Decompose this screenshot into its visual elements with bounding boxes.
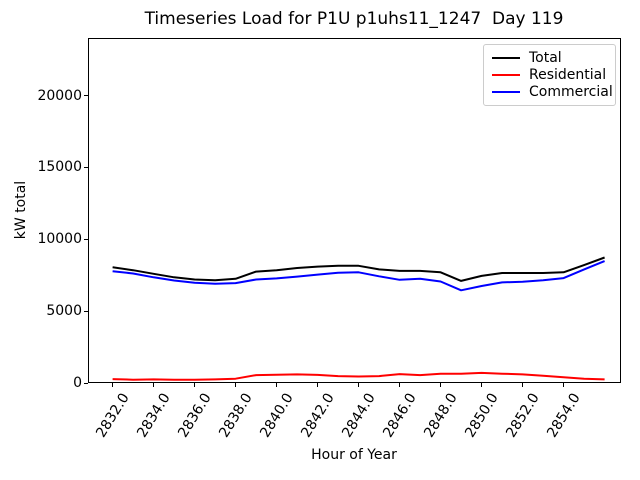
y-tick-label: 10000 [37, 231, 82, 248]
y-tick-mark [84, 166, 88, 168]
legend-line-sample [492, 73, 520, 76]
y-tick-label: 0 [73, 375, 82, 391]
x-tick-label: 2842.0 [297, 390, 338, 441]
y-tick-mark [84, 238, 88, 240]
legend-label: Total [529, 49, 562, 66]
x-tick-mark [563, 383, 565, 387]
legend-label: Residential [529, 66, 607, 83]
x-tick-label: 2838.0 [215, 390, 256, 441]
x-tick-label: 2840.0 [256, 390, 297, 441]
legend-line-sample [492, 91, 520, 94]
x-tick-mark [112, 383, 114, 387]
legend-label: Commercial [529, 84, 613, 101]
x-tick-mark [481, 383, 483, 387]
y-tick-label: 20000 [37, 87, 82, 104]
x-tick-label: 2848.0 [420, 390, 461, 441]
x-tick-label: 2832.0 [92, 390, 133, 441]
y-tick-label: 5000 [46, 303, 82, 320]
y-tick-mark [84, 310, 88, 312]
y-tick-mark [84, 95, 88, 96]
x-tick-label: 2852.0 [502, 390, 543, 441]
x-tick-mark [399, 383, 401, 387]
x-tick-mark [194, 383, 196, 387]
legend-item-total: Total [492, 49, 607, 66]
x-tick-label: 2846.0 [379, 390, 420, 441]
y-tick-label: 15000 [37, 159, 82, 176]
x-tick-mark [317, 383, 319, 387]
x-tick-mark [235, 383, 237, 387]
x-axis-label: Hour of Year [311, 447, 397, 463]
chart-title: Timeseries Load for P1U p1uhs11_1247 Day… [144, 9, 564, 29]
legend-item-residential: Residential [492, 66, 607, 83]
x-tick-mark [522, 383, 524, 387]
legend-line-sample [492, 56, 520, 59]
x-tick-label: 2836.0 [174, 390, 215, 441]
legend-item-commercial: Commercial [492, 84, 613, 101]
y-tick-mark [84, 382, 88, 384]
x-tick-mark [358, 383, 360, 387]
x-tick-mark [276, 383, 278, 387]
x-tick-label: 2850.0 [461, 390, 502, 441]
x-tick-label: 2854.0 [543, 390, 584, 441]
x-tick-label: 2834.0 [133, 390, 174, 441]
x-tick-label: 2844.0 [338, 390, 379, 441]
x-tick-mark [440, 383, 442, 387]
legend: Total Residential Commercial [483, 44, 616, 106]
x-tick-mark [153, 383, 155, 387]
